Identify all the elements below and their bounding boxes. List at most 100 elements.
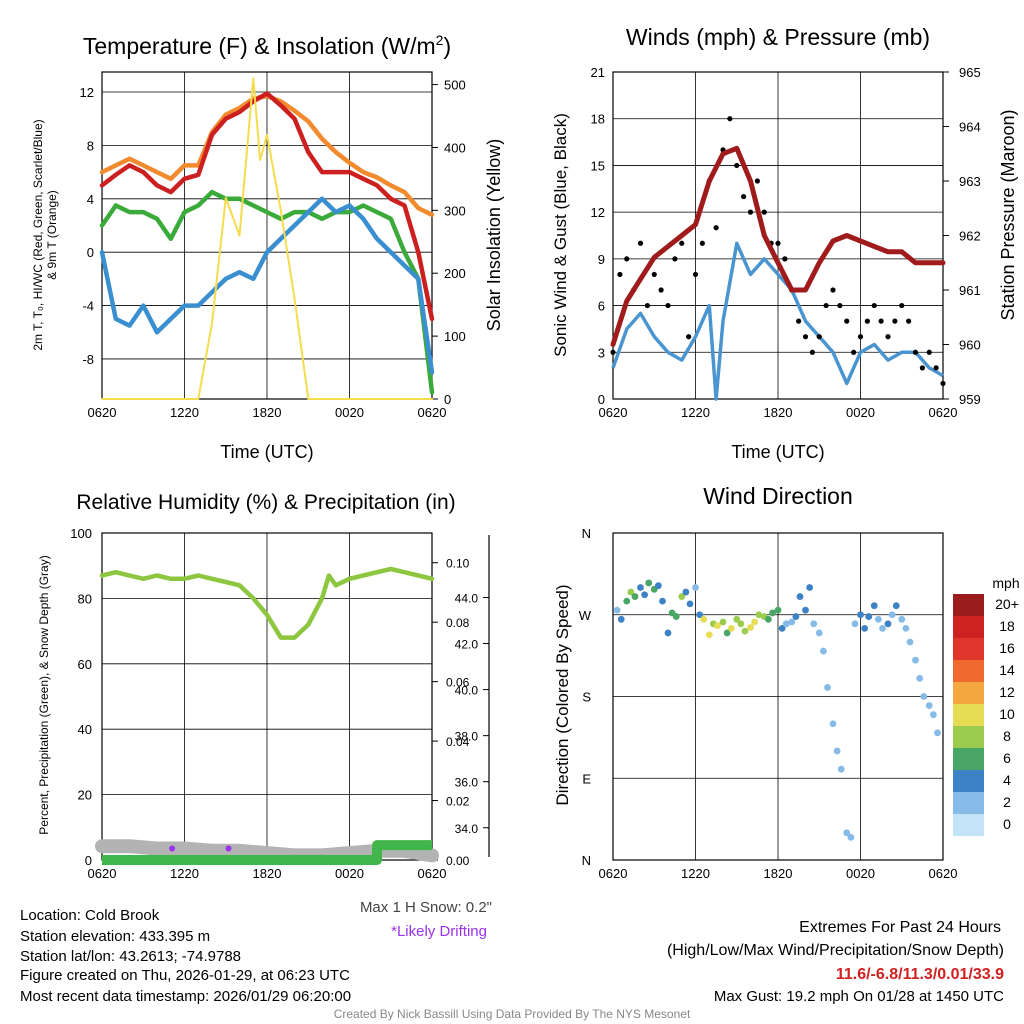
dewpoint-line bbox=[99, 189, 435, 395]
legend-label: 14 bbox=[999, 662, 1015, 678]
most-recent-timestamp: Most recent data timestamp: 2026/01/29 0… bbox=[20, 988, 352, 1005]
precipitation-line bbox=[102, 840, 432, 865]
rh-y2-tick-label: 0.04 bbox=[446, 735, 470, 749]
gust-point bbox=[871, 302, 877, 309]
wind-direction-point bbox=[847, 833, 855, 841]
gust-point bbox=[837, 302, 843, 309]
gust-point bbox=[754, 178, 760, 184]
legend-label: 0 bbox=[1003, 816, 1011, 832]
legend-swatch bbox=[953, 660, 984, 682]
heat-index-windchill-line bbox=[99, 196, 435, 375]
rh-y-tick-label: 0 bbox=[85, 853, 92, 868]
gust-point bbox=[899, 302, 905, 309]
station-location: Location: Cold Brook bbox=[20, 907, 160, 924]
rh-y2-tick-label: 0.06 bbox=[446, 676, 470, 690]
wind-x-axis-label: Time (UTC) bbox=[731, 442, 824, 462]
gust-point bbox=[734, 162, 740, 169]
rh-x-tick-label: 0620 bbox=[88, 866, 117, 881]
rh-y2-tick-label: 0.08 bbox=[446, 616, 470, 630]
wind-y-tick-label: 21 bbox=[591, 65, 605, 80]
wind-direction-point bbox=[819, 647, 827, 655]
temp-y-tick-label: 8 bbox=[87, 138, 94, 153]
gust-point bbox=[624, 256, 630, 262]
wind-direction-point bbox=[898, 615, 906, 623]
rh-y-axis-label: Percent, Precipitation (Green), & Snow D… bbox=[37, 555, 51, 834]
wind-x-tick-label: 0620 bbox=[599, 405, 628, 420]
gust-point bbox=[926, 349, 932, 355]
temp-x-tick-label: 1820 bbox=[253, 405, 282, 420]
legend-label: 12 bbox=[999, 684, 1015, 700]
wind-y-tick-label: 0 bbox=[598, 392, 605, 407]
legend-label: 4 bbox=[1003, 772, 1011, 788]
wind-direction-point bbox=[906, 638, 914, 646]
wind-y-tick-label: 3 bbox=[598, 345, 605, 360]
gust-point bbox=[885, 334, 891, 340]
wind-direction-point bbox=[705, 631, 713, 639]
wind-x-tick-label: 0020 bbox=[846, 405, 875, 420]
dir-x-tick-label: 0020 bbox=[846, 866, 875, 881]
snow-axis-tick-label: 40.0 bbox=[455, 684, 479, 698]
gust-point bbox=[857, 334, 864, 340]
wind-direction-point bbox=[888, 611, 896, 619]
gust-point bbox=[802, 334, 809, 340]
rh-x-tick-label: 1220 bbox=[170, 866, 199, 881]
wind-direction-point bbox=[824, 684, 831, 691]
legend-swatch bbox=[953, 770, 984, 792]
wind-direction-point bbox=[870, 602, 878, 610]
temp-y-tick-label: 0 bbox=[87, 245, 94, 260]
dir-y-tick-label: E bbox=[582, 771, 591, 786]
gust-point bbox=[665, 302, 671, 309]
wind-direction-point bbox=[851, 620, 859, 628]
gust-point bbox=[747, 209, 754, 215]
station-latlon: Station lat/lon: 43.2613; -74.9788 bbox=[20, 948, 242, 965]
wind-direction-point bbox=[747, 624, 754, 631]
wind-direction-point bbox=[778, 624, 786, 632]
legend-swatch bbox=[953, 594, 984, 616]
wind-y2-tick-label: 959 bbox=[959, 392, 981, 407]
rh-x-tick-label: 0620 bbox=[418, 866, 447, 881]
legend-swatch bbox=[953, 704, 984, 726]
wind-direction-point bbox=[672, 613, 680, 620]
extremes-heading: Extremes For Past 24 Hours bbox=[799, 919, 1001, 936]
legend-label: 20+ bbox=[995, 596, 1019, 612]
wind-direction-point bbox=[837, 765, 845, 773]
legend-title: mph bbox=[992, 575, 1019, 591]
wind-direction-point bbox=[879, 624, 886, 632]
wind-direction-point bbox=[692, 584, 699, 591]
gust-point bbox=[892, 318, 898, 324]
dir-x-tick-label: 0620 bbox=[599, 866, 628, 881]
legend-swatch bbox=[953, 616, 984, 638]
wind-direction-point bbox=[934, 729, 941, 737]
wind-direction-point bbox=[723, 629, 731, 637]
wind-y-tick-label: 18 bbox=[591, 112, 605, 127]
rh-y-tick-label: 100 bbox=[70, 526, 92, 541]
temp-y-tick-label: -4 bbox=[82, 299, 94, 314]
wind-direction-point bbox=[696, 611, 704, 619]
legend-swatch bbox=[953, 814, 984, 836]
snow-axis-tick-label: 42.0 bbox=[455, 638, 479, 652]
wind-direction-point bbox=[925, 702, 933, 709]
wind-direction-point bbox=[617, 615, 625, 623]
wind-y2-tick-label: 963 bbox=[959, 174, 981, 189]
wind-direction-point bbox=[833, 747, 841, 755]
wind-y2-tick-label: 960 bbox=[959, 338, 981, 353]
gust-point bbox=[617, 271, 623, 278]
temp-x-tick-label: 0020 bbox=[335, 405, 364, 420]
legend-label: 8 bbox=[1003, 728, 1011, 744]
max-gust: Max Gust: 19.2 mph On 01/28 at 1450 UTC bbox=[713, 988, 1004, 1005]
rh-y2-tick-label: 0.10 bbox=[446, 557, 470, 571]
wind-direction-point bbox=[645, 579, 653, 587]
gust-point bbox=[796, 318, 802, 324]
wind-y-axis-label: Sonic Wind & Gust (Blue, Black) bbox=[551, 113, 570, 357]
dir-x-tick-label: 1820 bbox=[764, 866, 793, 881]
temp-y2-tick-label: 300 bbox=[444, 203, 466, 218]
gust-point bbox=[692, 271, 699, 278]
wind-x-tick-label: 1220 bbox=[681, 405, 710, 420]
wind-direction-point bbox=[788, 618, 796, 626]
rh-x-tick-label: 1820 bbox=[253, 866, 282, 881]
rh-y-tick-label: 40 bbox=[78, 722, 92, 737]
legend-swatch bbox=[953, 792, 984, 814]
gust-point bbox=[679, 240, 685, 246]
dir-y-tick-label: S bbox=[582, 690, 591, 705]
